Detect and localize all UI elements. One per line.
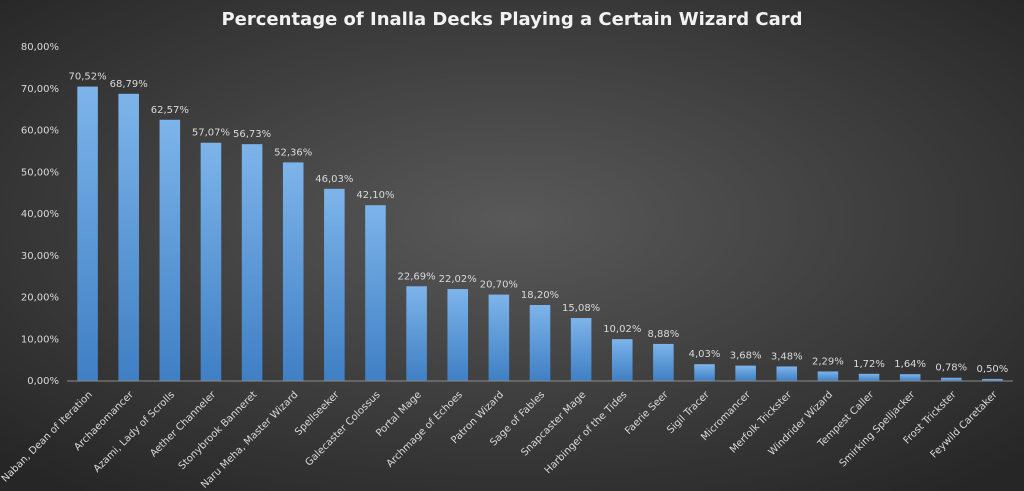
- bar: [282, 162, 304, 381]
- bar: [488, 294, 510, 381]
- value-label: 0,78%: [935, 363, 967, 374]
- value-label: 68,79%: [110, 79, 148, 90]
- bar: [447, 289, 469, 381]
- y-tick-label: 30,00%: [21, 251, 59, 262]
- bar: [77, 86, 98, 381]
- bar: [611, 339, 633, 381]
- bar: [776, 366, 798, 381]
- bar: [406, 286, 427, 381]
- value-label: 70,52%: [68, 72, 106, 83]
- value-label: 15,08%: [562, 303, 600, 314]
- bar: [200, 142, 222, 381]
- value-label: 22,02%: [439, 274, 477, 285]
- bar: [241, 144, 263, 381]
- value-label: 1,72%: [853, 359, 885, 370]
- value-label: 1,64%: [894, 359, 926, 370]
- bar: [694, 364, 715, 381]
- value-label: 2,29%: [812, 356, 844, 367]
- value-label: 46,03%: [315, 174, 353, 185]
- y-tick-label: 60,00%: [21, 126, 59, 137]
- value-label: 52,36%: [274, 147, 312, 158]
- value-label: 56,73%: [233, 129, 271, 140]
- bar: [858, 373, 880, 381]
- value-label: 3,48%: [771, 351, 803, 362]
- y-tick-label: 40,00%: [21, 209, 59, 220]
- value-label: 18,20%: [521, 290, 559, 301]
- value-label: 42,10%: [356, 190, 394, 201]
- bar: [570, 318, 592, 381]
- y-tick-label: 10,00%: [21, 334, 59, 345]
- y-tick-label: 80,00%: [21, 42, 59, 53]
- bar: [529, 305, 551, 381]
- value-label: 0,50%: [977, 364, 1009, 375]
- value-label: 57,07%: [192, 128, 230, 139]
- y-tick-label: 50,00%: [21, 167, 59, 178]
- bar: [653, 343, 674, 381]
- value-label: 8,88%: [648, 329, 680, 340]
- bar: [817, 371, 839, 381]
- value-label: 20,70%: [480, 280, 518, 291]
- bar: [159, 119, 181, 381]
- bar: [735, 365, 756, 381]
- chart-title: Percentage of Inalla Decks Playing a Cer…: [221, 9, 802, 30]
- bar: [118, 93, 139, 381]
- bar: [365, 205, 386, 381]
- value-label: 3,68%: [730, 351, 762, 362]
- value-label: 62,57%: [151, 105, 189, 116]
- bar: [899, 374, 921, 381]
- value-label: 22,69%: [398, 271, 436, 282]
- bar: [982, 378, 1003, 381]
- y-tick-label: 0,00%: [27, 376, 59, 387]
- bar: [324, 188, 345, 381]
- y-tick-label: 20,00%: [21, 293, 59, 304]
- y-tick-label: 70,00%: [21, 84, 59, 95]
- bar: [941, 377, 962, 381]
- value-label: 10,02%: [603, 324, 641, 335]
- value-label: 4,03%: [689, 349, 721, 360]
